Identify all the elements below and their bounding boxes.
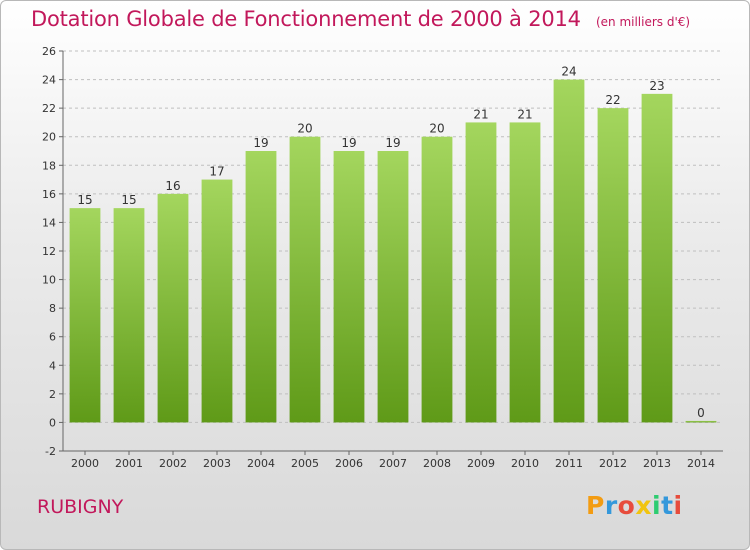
x-tick-label: 2011 (555, 457, 583, 470)
data-label: 21 (473, 107, 488, 121)
y-tick-label: 26 (42, 45, 56, 58)
chart-title: Dotation Globale de Fonctionnement de 20… (31, 7, 581, 31)
y-tick-label: 20 (42, 131, 56, 144)
data-label: 15 (77, 193, 92, 207)
x-tick-label: 2008 (423, 457, 451, 470)
x-tick-label: 2004 (247, 457, 275, 470)
logo-letter: P (586, 491, 605, 520)
data-label: 15 (121, 193, 136, 207)
y-tick-label: -2 (45, 445, 56, 458)
logo-letter: i (673, 491, 683, 520)
logo-letter: r (604, 491, 618, 520)
data-label: 22 (605, 93, 620, 107)
y-tick-label: 2 (49, 388, 56, 401)
data-label: 24 (561, 65, 576, 79)
proxiti-logo: Proxiti (586, 491, 683, 520)
x-tick-label: 2012 (599, 457, 627, 470)
data-label: 17 (209, 165, 224, 179)
data-label: 19 (341, 136, 356, 150)
y-tick-label: 14 (42, 216, 56, 229)
x-tick-label: 2000 (71, 457, 99, 470)
x-tick-label: 2005 (291, 457, 319, 470)
city-name: RUBIGNY (37, 496, 124, 518)
y-tick-label: 22 (42, 102, 56, 115)
bar (157, 193, 189, 423)
data-label: 19 (253, 136, 268, 150)
y-tick-label: 10 (42, 274, 56, 287)
bar (289, 136, 321, 423)
x-tick-label: 2009 (467, 457, 495, 470)
y-tick-label: 18 (42, 159, 56, 172)
data-label: 20 (429, 122, 444, 136)
logo-letter: x (635, 491, 652, 520)
unit-note: (en milliers d'€) (595, 15, 691, 29)
y-tick-label: 16 (42, 188, 56, 201)
bar (377, 151, 409, 423)
x-tick-label: 2006 (335, 457, 363, 470)
x-tick-label: 2010 (511, 457, 539, 470)
bar (685, 420, 717, 423)
bar (553, 79, 585, 423)
logo-letter: o (617, 491, 636, 520)
data-label: 0 (697, 406, 705, 420)
data-label: 20 (297, 122, 312, 136)
bar (113, 208, 145, 423)
chart-title-block: Dotation Globale de Fonctionnement de 20… (31, 7, 690, 31)
data-label: 16 (165, 179, 180, 193)
bar (465, 122, 497, 423)
y-tick-label: 12 (42, 245, 56, 258)
bar (201, 179, 233, 423)
y-tick-label: 6 (49, 331, 56, 344)
x-tick-label: 2013 (643, 457, 671, 470)
bar (641, 93, 673, 423)
logo-letter: i (652, 491, 662, 520)
data-label: 19 (385, 136, 400, 150)
data-label: 23 (649, 79, 664, 93)
bar (509, 122, 541, 423)
y-tick-label: 4 (49, 359, 56, 372)
y-tick-label: 8 (49, 302, 56, 315)
bar (333, 151, 365, 423)
logo-letter: t (661, 491, 674, 520)
y-tick-label: 24 (42, 74, 56, 87)
bar (597, 108, 629, 423)
x-tick-label: 2001 (115, 457, 143, 470)
x-tick-label: 2003 (203, 457, 231, 470)
data-label: 21 (517, 107, 532, 121)
x-tick-label: 2007 (379, 457, 407, 470)
bar (421, 136, 453, 423)
x-tick-label: 2002 (159, 457, 187, 470)
bar (245, 151, 277, 423)
bar (69, 208, 101, 423)
x-tick-label: 2014 (687, 457, 715, 470)
y-tick-label: 0 (49, 416, 56, 429)
